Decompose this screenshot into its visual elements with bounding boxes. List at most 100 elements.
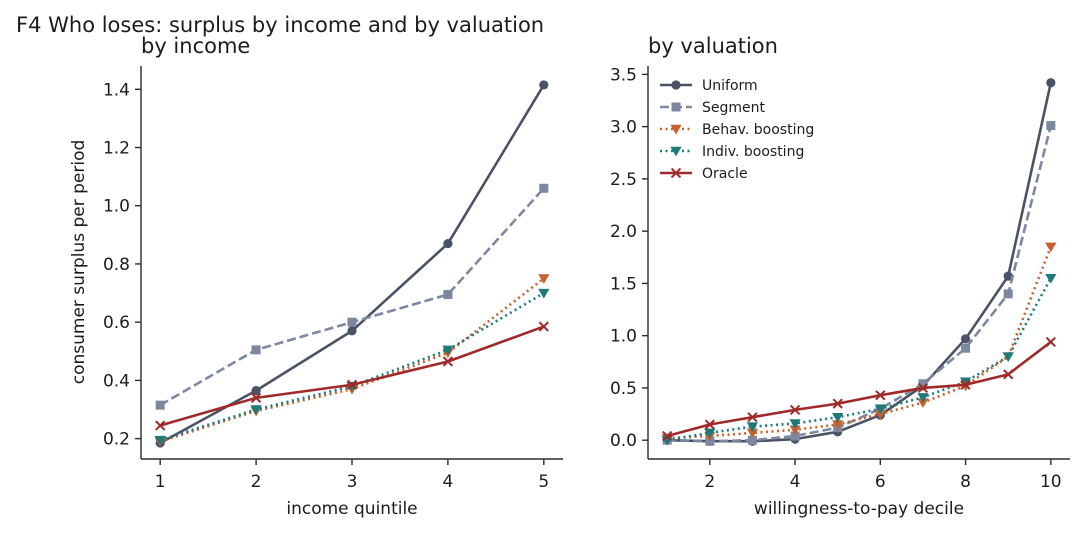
legend-label: Indiv. boosting (702, 144, 804, 160)
legend: Uniform Segment Behav. boosting Indiv. boos… (660, 78, 814, 182)
data-point (961, 343, 971, 353)
y-tick-label: 0.8 (103, 255, 130, 275)
x-axis-label-valuation: willingness-to-pay decile (754, 499, 964, 519)
panel-title-income: by income (141, 34, 250, 58)
legend-marker (671, 102, 681, 112)
legend-item-oracle: Oracle (660, 166, 748, 182)
data-point (1003, 369, 1014, 380)
data-point (442, 345, 454, 356)
x-tick-label: 5 (538, 472, 549, 492)
data-point (443, 238, 453, 249)
y-tick-label: 3.0 (610, 118, 637, 138)
legend-marker (670, 124, 682, 135)
legend-marker (670, 146, 682, 157)
data-point (917, 398, 929, 408)
legend-label: Uniform (702, 78, 758, 94)
data-point (1002, 352, 1014, 362)
data-point (790, 431, 800, 441)
legend-label: Behav. boosting (702, 122, 814, 138)
data-point (539, 183, 549, 193)
data-point (251, 385, 261, 396)
data-point (1045, 273, 1057, 284)
series-line (159, 277, 545, 443)
y-tick-label: 0.0 (610, 431, 637, 451)
y-tick-label: 2.0 (610, 222, 637, 242)
data-point (347, 326, 357, 336)
panel-by-valuation: by valuation willingness-to-pay decile 0… (610, 34, 1070, 519)
legend-label: Segment (702, 100, 766, 116)
legend-label: Oracle (702, 166, 748, 182)
data-point (443, 290, 453, 300)
data-point (1003, 289, 1013, 299)
series-line (666, 277, 1052, 442)
series-oracle (662, 336, 1056, 442)
data-point (251, 345, 261, 355)
data-point (347, 317, 357, 327)
legend-item-segment: Segment (660, 100, 766, 116)
data-point (250, 405, 262, 415)
series-indiv-boosting (154, 288, 550, 446)
y-tick-label: 1.5 (610, 274, 637, 294)
data-point (747, 435, 757, 445)
y-tick-label: 0.2 (103, 430, 130, 450)
data-point (346, 379, 358, 390)
figure-suptitle: F4 Who loses: surplus by income and by v… (16, 13, 544, 37)
panel-title-valuation: by valuation (648, 34, 778, 58)
y-tick-label: 1.0 (610, 327, 637, 347)
data-point (746, 428, 759, 439)
y-tick-label: 1.0 (103, 197, 130, 217)
data-point (538, 274, 550, 284)
series-line (159, 187, 545, 407)
legend-item-indiv-boosting: Indiv. boosting (660, 144, 804, 160)
x-tick-label: 4 (442, 472, 453, 492)
data-point (250, 392, 262, 403)
series-line (667, 125, 1053, 443)
legend-marker (670, 167, 682, 179)
series-indiv-boosting (661, 273, 1057, 446)
y-tick-label: 0.4 (103, 371, 130, 391)
series-line (159, 291, 545, 442)
data-point (917, 393, 929, 403)
legend-marker (671, 80, 681, 90)
data-point (1046, 78, 1056, 88)
data-point (1045, 242, 1057, 253)
data-point (1046, 121, 1056, 131)
data-point (442, 356, 454, 367)
x-tick-label: 6 (875, 472, 886, 492)
y-tick-label: 0.6 (103, 313, 130, 333)
y-axis-label-income: consumer surplus per period (69, 140, 89, 385)
data-point (918, 379, 928, 389)
data-point (960, 334, 971, 344)
data-point (789, 425, 801, 436)
data-point (874, 409, 886, 420)
series-line (667, 246, 1053, 440)
y-tick-label: 2.5 (610, 170, 637, 190)
y-tick-label: 0.5 (610, 379, 637, 399)
data-point (155, 400, 165, 410)
data-point (704, 419, 715, 430)
data-point (538, 288, 550, 299)
data-point (747, 412, 758, 423)
data-point (155, 420, 166, 431)
data-point (832, 420, 844, 430)
data-point (917, 382, 929, 394)
y-tick-label: 1.2 (103, 139, 130, 159)
data-point (789, 419, 801, 429)
data-point (539, 80, 549, 90)
data-point (746, 422, 759, 432)
x-axis-label-income: income quintile (286, 499, 417, 519)
panel-by-income: by income income quintile consumer surpl… (69, 34, 563, 519)
y-tick-label: 1.4 (103, 80, 130, 100)
series-line (667, 82, 1053, 443)
series-behav-boosting (154, 274, 550, 447)
data-point (704, 428, 716, 439)
x-tick-label: 3 (347, 472, 358, 492)
data-point (154, 435, 166, 446)
series-oracle (155, 321, 549, 431)
data-point (874, 404, 886, 415)
data-point (1045, 336, 1056, 348)
data-point (662, 430, 673, 442)
x-tick-label: 10 (1040, 472, 1062, 492)
data-point (832, 398, 843, 409)
legend-item-behav-boosting: Behav. boosting (660, 122, 814, 138)
